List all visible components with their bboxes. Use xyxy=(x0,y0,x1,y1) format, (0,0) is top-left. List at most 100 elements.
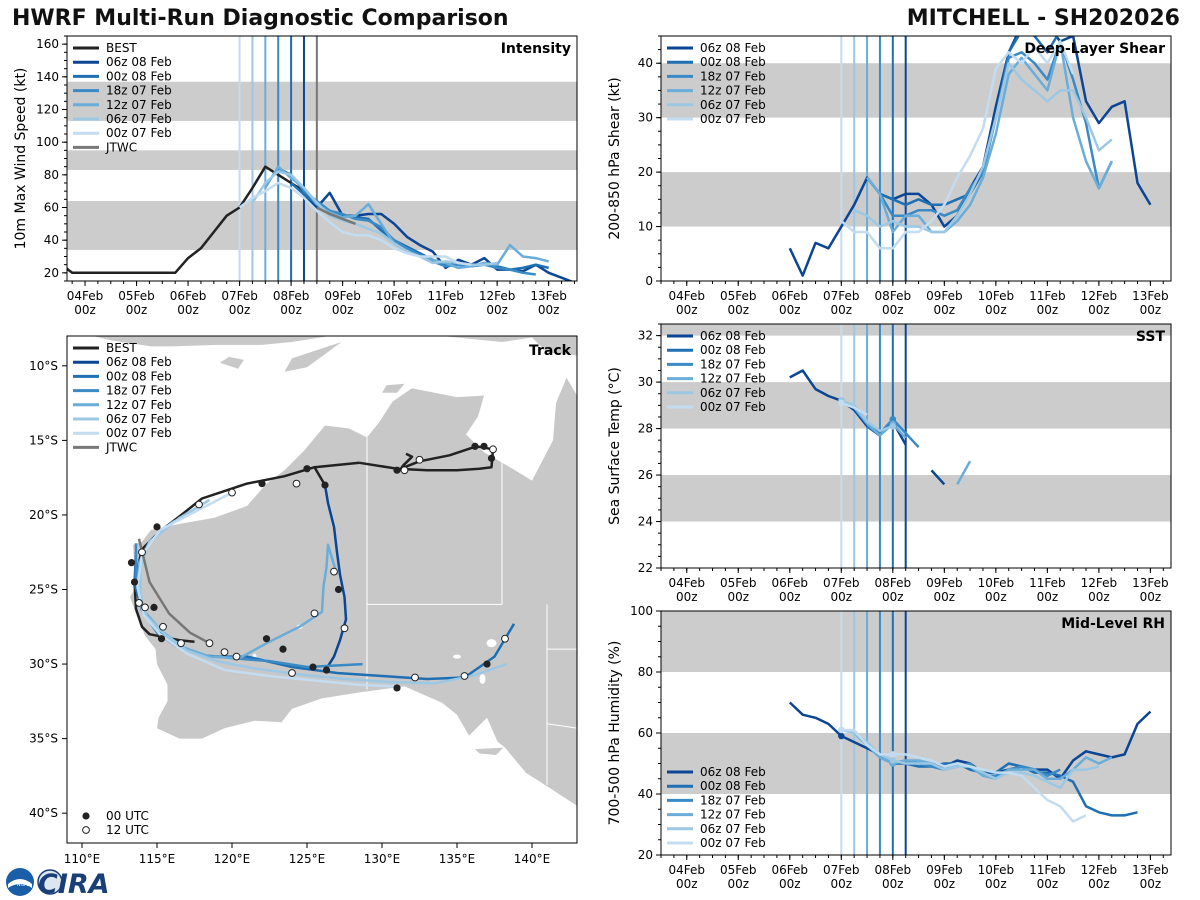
legend-label: 06z 07 Feb xyxy=(700,822,766,836)
series-marker xyxy=(838,399,845,407)
track-marker-12utc xyxy=(205,639,214,648)
sumba-island xyxy=(220,356,244,369)
series-line-00z-07-Feb xyxy=(840,40,1075,250)
x-tick-date: 07Feb xyxy=(823,289,860,303)
x-tick-hour: 00z xyxy=(934,303,956,317)
legend-label: 06z 07 Feb xyxy=(106,412,172,426)
legend-label: BEST xyxy=(106,41,137,55)
track-marker-12utc xyxy=(195,500,203,509)
track-marker-12utc xyxy=(232,652,241,661)
y-tick-label: 140 xyxy=(36,70,59,84)
panel-title: Track xyxy=(529,343,572,359)
x-tick-date: 06Feb xyxy=(170,289,207,303)
x-tick-date: 10Feb xyxy=(978,863,1015,877)
y-tick-label: 24 xyxy=(638,515,653,529)
x-tick-hour: 00z xyxy=(676,303,698,317)
legend-label: 00z 08 Feb xyxy=(106,369,172,383)
track-marker-00utc xyxy=(262,635,271,643)
series-line-00z-07-Feb xyxy=(238,181,472,266)
shade-band-1 xyxy=(67,150,577,170)
x-tick-hour: 00z xyxy=(727,590,749,604)
x-tick-hour: 00z xyxy=(486,303,508,317)
series-line-00z-08-Feb xyxy=(866,744,1138,817)
x-tick-date: 13Feb xyxy=(1132,863,1169,877)
track-marker-12utc xyxy=(228,488,236,497)
series-line-JTWC xyxy=(316,206,356,225)
x-tick-date: 07Feb xyxy=(823,576,860,590)
x-tick-date: 06Feb xyxy=(772,576,809,590)
track-marker-00utc xyxy=(309,663,317,671)
x-tick-hour: 00z xyxy=(831,303,853,317)
series-line-06z-07-Feb xyxy=(853,61,1113,234)
legend-label: 06z 08 Feb xyxy=(700,41,766,55)
x-tick-hour: 00z xyxy=(74,303,96,317)
x-tick-hour: 00z xyxy=(1140,303,1162,317)
panel-title: Deep-Layer Shear xyxy=(1024,41,1165,57)
legend-label: JTWC xyxy=(105,440,137,454)
x-tick-date: 06Feb xyxy=(772,289,809,303)
x-tick-hour: 00z xyxy=(280,303,302,317)
x-tick-hour: 00z xyxy=(435,303,457,317)
x-tick-label: 115°E xyxy=(139,852,176,866)
x-tick-hour: 00z xyxy=(1088,303,1110,317)
y-tick-label: 26 xyxy=(638,468,653,482)
x-tick-date: 04Feb xyxy=(668,576,705,590)
x-tick-hour: 00z xyxy=(934,590,956,604)
sst-panel: 22242628303204Feb00z05Feb00z06Feb00z07Fe… xyxy=(607,323,1172,604)
series-group xyxy=(788,36,1152,277)
legend-label: 12z 07 Feb xyxy=(106,98,172,112)
y-tick-label: 20 xyxy=(638,848,653,862)
y-axis-label: 10m Max Wind Speed (kt) xyxy=(13,68,29,250)
lake-gairdner xyxy=(453,654,461,659)
track-marker-12utc xyxy=(288,669,296,677)
shade-band-1 xyxy=(661,63,1171,118)
x-tick-hour: 00z xyxy=(1037,590,1059,604)
y-tick-label: 40 xyxy=(638,787,653,801)
series-line-12z-07-Feb xyxy=(956,460,972,485)
track-marker-00utc xyxy=(334,585,343,594)
legend-label: 00 UTC xyxy=(106,809,149,823)
track-marker-00utc xyxy=(303,465,311,473)
legend-label: 18z 07 Feb xyxy=(106,384,172,398)
x-tick-hour: 00z xyxy=(831,590,853,604)
x-tick-date: 04Feb xyxy=(668,863,705,877)
x-tick-date: 08Feb xyxy=(875,576,912,590)
x-tick-date: 12Feb xyxy=(1081,576,1118,590)
series-group xyxy=(67,165,574,281)
series-line-06z-08-Feb xyxy=(930,469,946,486)
figure-title: HWRF Multi-Run Diagnostic Comparison xyxy=(12,6,509,31)
x-tick-hour: 00z xyxy=(1088,590,1110,604)
series-line-18z-07-Feb xyxy=(277,167,536,276)
x-tick-hour: 00z xyxy=(727,303,749,317)
track-line-BEST-link xyxy=(314,461,360,469)
panel-title: SST xyxy=(1136,329,1166,345)
series-line-06z-08-Feb xyxy=(788,36,1152,277)
x-tick-hour: 00z xyxy=(727,877,749,891)
x-tick-date: 07Feb xyxy=(823,863,860,877)
x-tick-hour: 00z xyxy=(1037,877,1059,891)
legend-label: 00z 08 Feb xyxy=(700,55,766,69)
legend-label: 18z 07 Feb xyxy=(106,84,172,98)
lake-torrens xyxy=(479,673,486,684)
x-tick-hour: 00z xyxy=(676,590,698,604)
track-marker-00utc xyxy=(153,523,161,531)
legend-label: 00z 07 Feb xyxy=(106,426,172,440)
x-tick-hour: 00z xyxy=(1037,303,1059,317)
track-marker-12utc xyxy=(460,672,469,680)
x-tick-date: 05Feb xyxy=(720,576,757,590)
cira-logo: NOAA CIRA xyxy=(6,868,110,900)
track-marker-12utc xyxy=(141,603,149,612)
x-tick-date: 11Feb xyxy=(427,289,464,303)
series-marker xyxy=(889,757,897,764)
australia-landmass xyxy=(130,377,577,806)
track-marker-00utc xyxy=(150,603,158,611)
x-tick-hour: 00z xyxy=(383,303,405,317)
x-tick-hour: 00z xyxy=(882,303,904,317)
series-group xyxy=(789,369,972,486)
y-tick-label: 80 xyxy=(44,168,59,182)
x-tick-date: 10Feb xyxy=(978,289,1015,303)
x-tick-date: 09Feb xyxy=(926,289,963,303)
plot-frame xyxy=(660,323,1172,569)
shade-band-2 xyxy=(661,324,1171,336)
